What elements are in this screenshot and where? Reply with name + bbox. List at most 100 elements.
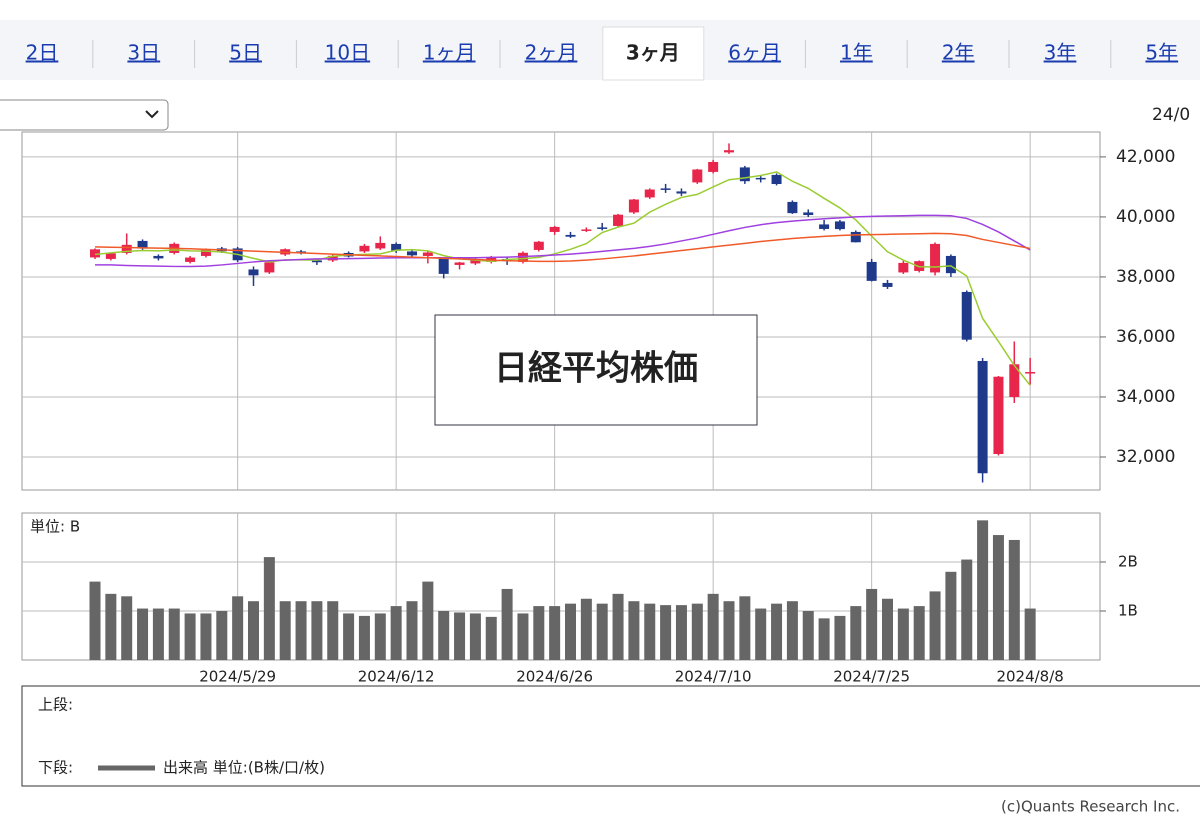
volume-bar: [533, 606, 545, 660]
x-tick-label: 2024/8/8: [996, 668, 1063, 686]
candle-body: [882, 282, 893, 287]
y-tick-label: 1B: [1118, 602, 1138, 620]
volume-bar: [152, 608, 164, 660]
ma-line: [94, 171, 1031, 386]
volume-bar: [628, 601, 640, 660]
tabs: 2日 3日 5日 10日 1ヶ月 2ヶ月 3ヶ月 6ヶ月 1年 2年 3年 5年: [26, 26, 1178, 81]
candle-body: [977, 360, 988, 474]
candle-body: [533, 241, 544, 250]
tab[interactable]: 2日: [26, 41, 59, 65]
candle-body: [755, 177, 766, 180]
tab[interactable]: 2年: [942, 41, 975, 65]
candle-body: [549, 226, 560, 232]
dropdown-arrow: [145, 110, 159, 119]
candle-body: [470, 259, 481, 264]
volume-bar: [279, 601, 291, 660]
candle-body: [708, 161, 719, 172]
tab[interactable]: 2ヶ月: [525, 41, 578, 65]
candle-body: [359, 245, 370, 252]
candle-body: [391, 243, 402, 251]
candle-body: [1025, 372, 1036, 374]
x-tick-label: 2024/7/10: [675, 668, 752, 686]
candle-body: [644, 189, 655, 198]
tab-bar: [0, 20, 1200, 80]
tab[interactable]: 3年: [1044, 41, 1077, 65]
volume-bar: [786, 601, 798, 660]
plot: 2024/5/29 2024/6/12 2024/6/26 2024/7/10 2024…: [22, 132, 1175, 714]
ma-line: [94, 232, 1031, 263]
volume-bar: [961, 559, 973, 660]
volume-bar: [469, 613, 481, 660]
volume-bar: [707, 593, 719, 660]
volume-bar: [850, 606, 862, 660]
candle-body: [787, 201, 798, 214]
volume-bar: [248, 601, 259, 660]
y-tick-label: 40,000: [1116, 207, 1175, 227]
x-tick-label: 2024/5/29: [199, 668, 276, 686]
volume-bar: [168, 608, 180, 660]
candle-body: [993, 376, 1004, 454]
candle-body: [1009, 364, 1020, 397]
candle-body: [105, 253, 116, 259]
volume-bar: [327, 601, 339, 660]
legend-box: [21, 685, 1200, 787]
candle-body: [454, 262, 465, 265]
volume-bar: [232, 596, 244, 660]
tab[interactable]: 10日: [325, 41, 370, 65]
tab[interactable]: 5日: [229, 41, 262, 65]
candle-body: [90, 249, 100, 258]
volume-bar: [565, 603, 576, 660]
overlay-box: [434, 314, 758, 426]
candle-body: [200, 249, 211, 256]
candle-body: [898, 262, 909, 273]
volume-bar: [1024, 608, 1036, 660]
volume-bar: [374, 613, 386, 660]
candle-body: [930, 243, 941, 273]
tab-selected: [602, 26, 705, 81]
volume-bar: [1008, 539, 1020, 660]
volume-bar: [200, 613, 212, 660]
volume-bar: [216, 611, 228, 660]
y-tick-label: 32,000: [1116, 447, 1175, 467]
volume-bar: [818, 618, 830, 660]
candle-body: [819, 224, 830, 229]
volume-bar: [517, 613, 529, 660]
candle-body: [248, 269, 259, 276]
volume-bar: [549, 606, 561, 660]
candle-body: [517, 252, 528, 262]
legend-upper: 上段:: [38, 696, 73, 714]
candle-body: [613, 214, 624, 226]
tab[interactable]: 1ヶ月: [423, 41, 476, 65]
y-tick-label: 36,000: [1116, 327, 1175, 347]
volume-bar: [644, 603, 656, 660]
candle-body: [264, 262, 275, 273]
price-panel: [21, 131, 1101, 491]
tab[interactable]: 6ヶ月: [728, 41, 781, 65]
tab[interactable]: 3日: [127, 41, 160, 65]
volume-bar: [897, 608, 909, 660]
dropdown[interactable]: [0, 99, 169, 131]
y-tick-label: 34,000: [1116, 387, 1175, 407]
candle-body: [565, 234, 576, 237]
candle-body: [850, 231, 861, 243]
candle-body: [692, 169, 703, 183]
ma-line: [95, 214, 1031, 268]
tab[interactable]: 3ヶ月: [626, 41, 680, 65]
volume-bar: [422, 581, 434, 660]
x-tick-label: 2024/6/12: [358, 668, 435, 686]
candle-body: [724, 150, 734, 153]
volume-bar: [390, 606, 402, 660]
tab[interactable]: 1年: [840, 41, 873, 65]
volume-bar: [945, 571, 957, 660]
legend-lower: 下段:: [38, 759, 73, 777]
candle-body: [121, 244, 132, 253]
candle-body: [739, 167, 750, 182]
volume-bar: [295, 601, 307, 660]
volume-bar: [343, 613, 355, 660]
y-tick-label: 42,000: [1116, 147, 1175, 167]
copyright: (c)Quants Research Inc.: [1001, 798, 1180, 816]
candle-body: [945, 255, 956, 274]
tab[interactable]: 5年: [1145, 41, 1178, 65]
x-tick-label: 2024/7/25: [833, 668, 910, 686]
